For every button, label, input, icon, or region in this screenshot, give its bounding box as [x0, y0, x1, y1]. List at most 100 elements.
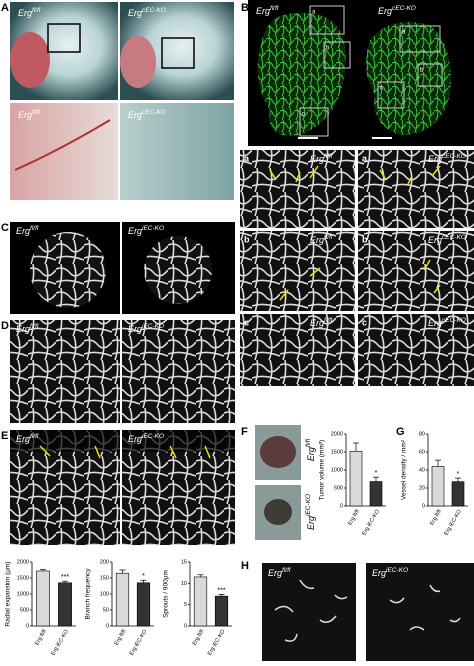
significance: *	[457, 471, 460, 478]
panel-label: H	[241, 560, 249, 572]
genotype-label: ErgcEC-KO	[428, 317, 466, 328]
significance: ***	[61, 574, 69, 581]
genotype-name: Erg	[378, 6, 392, 16]
image-shade	[122, 430, 235, 452]
panel-label: G	[396, 426, 405, 438]
bar	[349, 450, 363, 507]
genotype-label: ErgiEC-KO	[128, 323, 164, 334]
genotype-name: Erg	[256, 6, 270, 16]
row-letter: c	[244, 317, 249, 327]
photo	[120, 103, 234, 200]
vessel	[14, 119, 111, 171]
error-bar	[62, 580, 68, 583]
y-tick-label: 200	[100, 559, 109, 565]
retina	[30, 232, 106, 308]
error-bar	[435, 459, 441, 467]
inset-box	[417, 63, 443, 87]
genotype-name: Erg	[128, 434, 142, 444]
row-letter: c	[362, 317, 367, 327]
genotype-name: Erg	[16, 324, 30, 334]
genotype-superscript: cEC-KO	[442, 153, 466, 160]
genotype-name: Erg	[306, 447, 316, 461]
bar	[214, 595, 229, 627]
image	[358, 231, 474, 311]
genotype-superscript: cEC-KO	[392, 5, 416, 12]
inset-letter: b	[420, 68, 424, 74]
genotype-superscript: fl/fl	[32, 7, 41, 14]
genotype-label: ErgiEC-KO	[305, 494, 316, 530]
genotype-name: Erg	[428, 154, 442, 164]
y-tick-label: 2000	[331, 431, 343, 437]
inset-box	[399, 25, 441, 53]
significance: ***	[217, 587, 225, 594]
tumor	[264, 499, 292, 525]
inset-box	[161, 37, 195, 69]
image	[240, 314, 355, 386]
genotype-superscript: fl/fl	[270, 5, 279, 12]
scale-bar	[298, 137, 318, 139]
inset-box	[309, 5, 345, 35]
x-tick-label: Erg fl/fl	[34, 629, 48, 647]
significance: *	[142, 573, 145, 580]
arrows	[269, 165, 441, 301]
panel-label: A	[1, 2, 9, 14]
genotype-superscript: fl/fl	[282, 567, 291, 574]
y-axis-label: Tumor volume (mm³)	[319, 440, 326, 500]
y-tick-label: 0	[106, 623, 109, 629]
genotype-label: Ergfl/fl	[16, 225, 39, 236]
bar	[369, 481, 383, 507]
inset-letter: c	[380, 86, 383, 92]
genotype-name: Erg	[128, 110, 142, 120]
genotype-superscript: fl/fl	[30, 433, 39, 440]
panel-label: F	[241, 426, 248, 438]
genotype-name: Erg	[268, 568, 282, 578]
x-tick-label: Erg fl/fl	[192, 629, 206, 647]
panel-fh-images	[255, 425, 474, 661]
y-axis-label: Vessel density / mm²	[401, 439, 408, 500]
genotype-name: Erg	[372, 568, 386, 578]
genotype-superscript: iEC-KO	[142, 323, 164, 330]
genotype-label: ErgiEC-KO	[128, 433, 164, 444]
y-tick-label: 1000	[17, 591, 29, 597]
x-tick-label: Erg fl/fl	[347, 509, 361, 527]
y-tick-label: 0	[340, 503, 343, 509]
retina	[144, 236, 212, 304]
y-tick-label: 1500	[331, 449, 343, 455]
y-axis-label: Radial expansion (µm)	[5, 561, 12, 626]
tumor	[260, 436, 296, 468]
genotype-superscript: fl/fl	[30, 225, 39, 232]
genotype-label: ErgcEC-KO	[128, 109, 166, 120]
error-bar	[353, 442, 359, 452]
genotype-label: Ergfl/fl	[18, 109, 41, 120]
image	[366, 563, 474, 661]
row-letter: b	[244, 234, 250, 244]
bar	[193, 576, 208, 627]
error-bar	[40, 569, 46, 571]
y-tick-label: 20	[419, 485, 425, 491]
image	[262, 563, 356, 661]
genotype-label: ErgiEC-KO	[128, 225, 164, 236]
inset-box	[47, 23, 81, 53]
embryo-image	[366, 22, 451, 136]
y-tick-label: 10	[181, 581, 187, 587]
x-tick-label: Erg fl/fl	[114, 629, 128, 647]
x-tick-label: Erg iEC-KO	[207, 628, 227, 657]
genotype-label: Ergfl/fl	[310, 317, 333, 328]
panel-label: D	[1, 320, 9, 332]
genotype-name: Erg	[310, 318, 324, 328]
genotype-label: Ergfl/fl	[310, 234, 333, 245]
genotype-name: Erg	[306, 516, 316, 530]
bar	[58, 582, 72, 627]
error-bar	[373, 476, 379, 482]
genotype-name: Erg	[310, 235, 324, 245]
y-tick-label: 5	[184, 602, 187, 608]
y-tick-label: 500	[334, 485, 343, 491]
inset-letter: a	[402, 30, 406, 36]
bar	[36, 570, 50, 627]
row-letter: a	[362, 153, 368, 163]
genotype-superscript: iEC-KO	[305, 494, 312, 516]
row-letter: b	[362, 234, 368, 244]
x-tick-label: Erg fl/fl	[429, 509, 443, 527]
genotype-superscript: iEC-KO	[142, 433, 164, 440]
x-tick-label: Erg iEC-KO	[129, 628, 149, 657]
